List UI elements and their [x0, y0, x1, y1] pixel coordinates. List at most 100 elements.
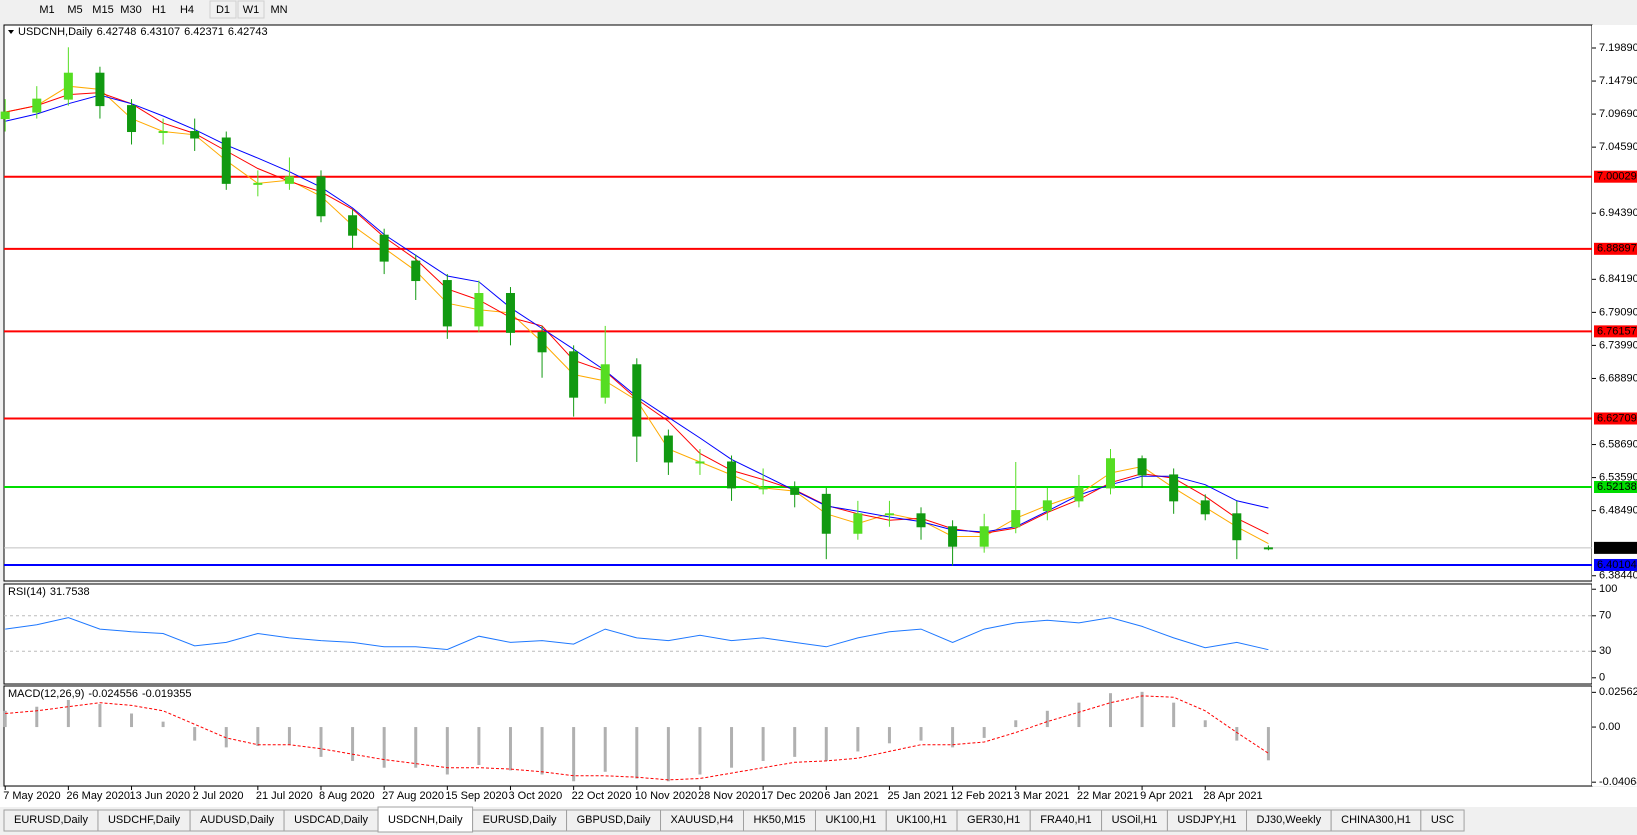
- candle-body: [1011, 510, 1021, 528]
- level-tag: [1594, 558, 1637, 571]
- candle-body: [853, 513, 863, 534]
- candle-body: [0, 111, 10, 120]
- rsi-line: [5, 617, 1269, 651]
- candle-body: [411, 260, 421, 282]
- tab[interactable]: [377, 806, 474, 833]
- candle-body: [948, 526, 958, 547]
- timeframe-button[interactable]: [90, 1, 116, 18]
- timeframe-label[interactable]: M30: [120, 4, 141, 16]
- candle-body: [158, 131, 168, 134]
- timeframe-button[interactable]: [118, 1, 144, 18]
- timeframe-label[interactable]: MN: [270, 4, 287, 16]
- chart-header: USDCNH,Daily: [18, 26, 93, 38]
- timeframe-button[interactable]: [34, 1, 60, 18]
- candle-body: [537, 331, 547, 353]
- rsi-panel: [3, 583, 1593, 685]
- tab-label[interactable]: CHINA300,H1: [1341, 814, 1411, 826]
- tab-label[interactable]: UK100,H1: [896, 814, 947, 826]
- x-tick-label: 13 Jun 2020: [130, 790, 191, 802]
- y-tick-label: 6.48490: [1599, 505, 1637, 517]
- level-tag: [1594, 242, 1637, 255]
- toolbar: [0, 0, 1637, 20]
- candle-body: [821, 493, 831, 534]
- x-tick-label: 22 Oct 2020: [572, 790, 632, 802]
- tab-label[interactable]: USC: [1431, 814, 1454, 826]
- macd-panel: [3, 685, 1593, 787]
- candle-body: [505, 293, 515, 333]
- timeframe-button[interactable]: [237, 0, 265, 19]
- candle-body: [790, 487, 800, 495]
- y-tick-label: 6.58690: [1599, 438, 1637, 450]
- timeframe-label[interactable]: H1: [152, 4, 166, 16]
- timeframe-button[interactable]: [174, 1, 200, 18]
- timeframe-label[interactable]: D1: [216, 4, 230, 16]
- chart-header: 6.43107: [140, 26, 180, 38]
- timeframe-button[interactable]: [209, 0, 237, 19]
- tab-label[interactable]: DJ30,Weekly: [1257, 814, 1322, 826]
- candle-body: [979, 526, 989, 547]
- tab-label[interactable]: GBPUSD,Daily: [577, 814, 651, 826]
- level-tag: [1594, 412, 1637, 425]
- candle-body: [379, 234, 389, 262]
- collapse-arrow: [8, 30, 14, 34]
- candle-body: [600, 364, 610, 398]
- timeframe-label[interactable]: H4: [180, 4, 194, 16]
- y-tick-label: 6.94390: [1599, 207, 1637, 219]
- tab-label[interactable]: USDJPY,H1: [1177, 814, 1236, 826]
- tab[interactable]: [1420, 809, 1465, 832]
- y-tick-label: 0: [1599, 672, 1605, 684]
- tab-label[interactable]: GER30,H1: [967, 814, 1020, 826]
- y-tick-label: 7.14790: [1599, 75, 1637, 87]
- timeframe-label[interactable]: M15: [92, 4, 113, 16]
- tab-label[interactable]: XAUUSD,H4: [671, 814, 734, 826]
- x-tick-label: 9 Apr 2021: [1140, 790, 1193, 802]
- tab-label[interactable]: EURUSD,Daily: [14, 814, 88, 826]
- candle-body: [1232, 513, 1242, 541]
- candle-body: [63, 72, 73, 100]
- x-tick-label: 10 Nov 2020: [635, 790, 697, 802]
- y-tick-label: 6.53590: [1599, 471, 1637, 483]
- y-tick-label: 6.38440: [1599, 570, 1637, 582]
- level-label: 7.00029: [1597, 171, 1637, 183]
- x-tick-label: 21 Jul 2020: [256, 790, 313, 802]
- indicator-value: 31.7538: [50, 586, 90, 598]
- tab-label[interactable]: AUDUSD,Daily: [200, 814, 274, 826]
- level-tag: [1594, 480, 1637, 493]
- y-tick-label: 6.84190: [1599, 273, 1637, 285]
- x-tick-label: 27 Aug 2020: [382, 790, 444, 802]
- time-axis: [0, 787, 1637, 807]
- timeframe-label[interactable]: M5: [67, 4, 82, 16]
- x-tick-label: 3 Oct 2020: [508, 790, 562, 802]
- candle-body: [663, 435, 673, 463]
- y-tick-label: 7.19890: [1599, 42, 1637, 54]
- x-tick-label: 17 Dec 2020: [761, 790, 823, 802]
- y-tick-label: 100: [1599, 583, 1617, 595]
- x-tick-label: 3 Mar 2021: [1014, 790, 1070, 802]
- tab-label[interactable]: EURUSD,Daily: [483, 814, 557, 826]
- x-tick-label: 26 May 2020: [66, 790, 130, 802]
- timeframe-button[interactable]: [146, 1, 172, 18]
- candle-body: [695, 461, 705, 464]
- y-tick-label: 6.68890: [1599, 372, 1637, 384]
- timeframe-label[interactable]: M1: [39, 4, 54, 16]
- candle-body: [348, 215, 358, 236]
- tab-label[interactable]: HK50,M15: [754, 814, 806, 826]
- timeframe-button[interactable]: [266, 1, 292, 18]
- tab-label[interactable]: USDCNH,Daily: [388, 814, 463, 826]
- timeframe-button[interactable]: [62, 1, 88, 18]
- tab-label[interactable]: USOil,H1: [1112, 814, 1158, 826]
- indicator-title: RSI(14): [8, 586, 46, 598]
- indicator-header: -0.024556: [88, 688, 138, 700]
- x-tick-label: 28 Nov 2020: [698, 790, 760, 802]
- tab-label[interactable]: USDCAD,Daily: [294, 814, 368, 826]
- x-tick-label: 2 Jul 2020: [193, 790, 244, 802]
- candle-body: [442, 280, 452, 327]
- tab-label[interactable]: USDCHF,Daily: [108, 814, 181, 826]
- tab-label[interactable]: FRA40,H1: [1040, 814, 1091, 826]
- y-tick-label: 0.025623: [1599, 686, 1637, 698]
- timeframe-label[interactable]: W1: [243, 4, 260, 16]
- tab-label[interactable]: UK100,H1: [825, 814, 876, 826]
- candle-body: [632, 364, 642, 437]
